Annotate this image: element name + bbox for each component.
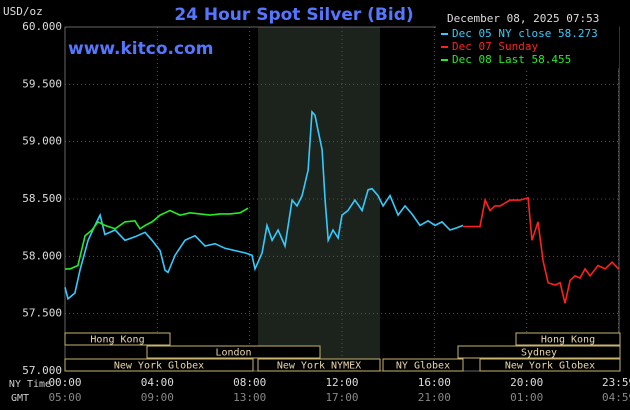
legend-label: Dec 08 Last 58.455 — [452, 53, 571, 66]
series-line — [65, 207, 249, 270]
y-tick-label: 59.500 — [22, 77, 62, 90]
gmt-tick-label: 05:00 — [48, 391, 81, 404]
session-label: New York NYMEX — [277, 361, 361, 372]
x-tick-label: 04:00 — [141, 376, 174, 389]
x-axis-label: NY Time — [9, 379, 51, 390]
y-tick-label: 59.000 — [22, 135, 62, 148]
session-box — [64, 358, 254, 372]
gmt-tick-label: 01:00 — [510, 391, 543, 404]
series-line — [463, 196, 620, 304]
session-box — [382, 358, 464, 372]
session-box — [257, 358, 381, 372]
session-label: Hong Kong — [541, 335, 595, 346]
y-tick-label: 58.500 — [22, 192, 62, 205]
legend-box — [436, 26, 619, 68]
x2-axis-label: GMT — [11, 393, 29, 404]
session-label: Hong Kong — [90, 335, 144, 346]
gmt-tick-label: 09:00 — [141, 391, 174, 404]
session-label: NY Globex — [396, 361, 450, 372]
y-axis-label: USD/oz — [3, 5, 43, 18]
session-box — [457, 345, 621, 359]
y-tick-label: 60.000 — [22, 20, 62, 33]
session-label: New York Globex — [505, 361, 595, 372]
legend-label: Dec 07 Sunday — [452, 40, 538, 53]
timestamp: December 08, 2025 07:53 — [447, 12, 599, 25]
gmt-tick-label: 04:59 — [602, 391, 630, 404]
session-box — [146, 345, 321, 359]
x-tick-label: 23:59 — [602, 376, 630, 389]
legend-label: Dec 05 NY close 58.273 — [452, 27, 598, 40]
x-tick-label: 08:00 — [233, 376, 266, 389]
session-label: New York Globex — [114, 361, 204, 372]
chart-title: 24 Hour Spot Silver (Bid) — [174, 5, 413, 25]
x-tick-label: 20:00 — [510, 376, 543, 389]
x-tick-label: 00:00 — [48, 376, 81, 389]
y-tick-label: 57.500 — [22, 307, 62, 320]
gmt-tick-label: 21:00 — [418, 391, 451, 404]
series-line — [64, 109, 464, 301]
gmt-tick-label: 17:00 — [325, 391, 358, 404]
session-box — [479, 358, 621, 372]
source-label: www.kitco.com — [68, 39, 213, 59]
x-tick-label: 12:00 — [325, 376, 358, 389]
x-tick-label: 16:00 — [418, 376, 451, 389]
y-tick-label: 57.000 — [22, 364, 62, 377]
nymex-shade — [258, 27, 380, 371]
session-label: Sydney — [521, 348, 557, 359]
session-box — [515, 332, 621, 346]
session-box — [64, 332, 171, 346]
gmt-tick-label: 13:00 — [233, 391, 266, 404]
y-tick-label: 58.000 — [22, 249, 62, 262]
session-label: London — [215, 348, 251, 359]
